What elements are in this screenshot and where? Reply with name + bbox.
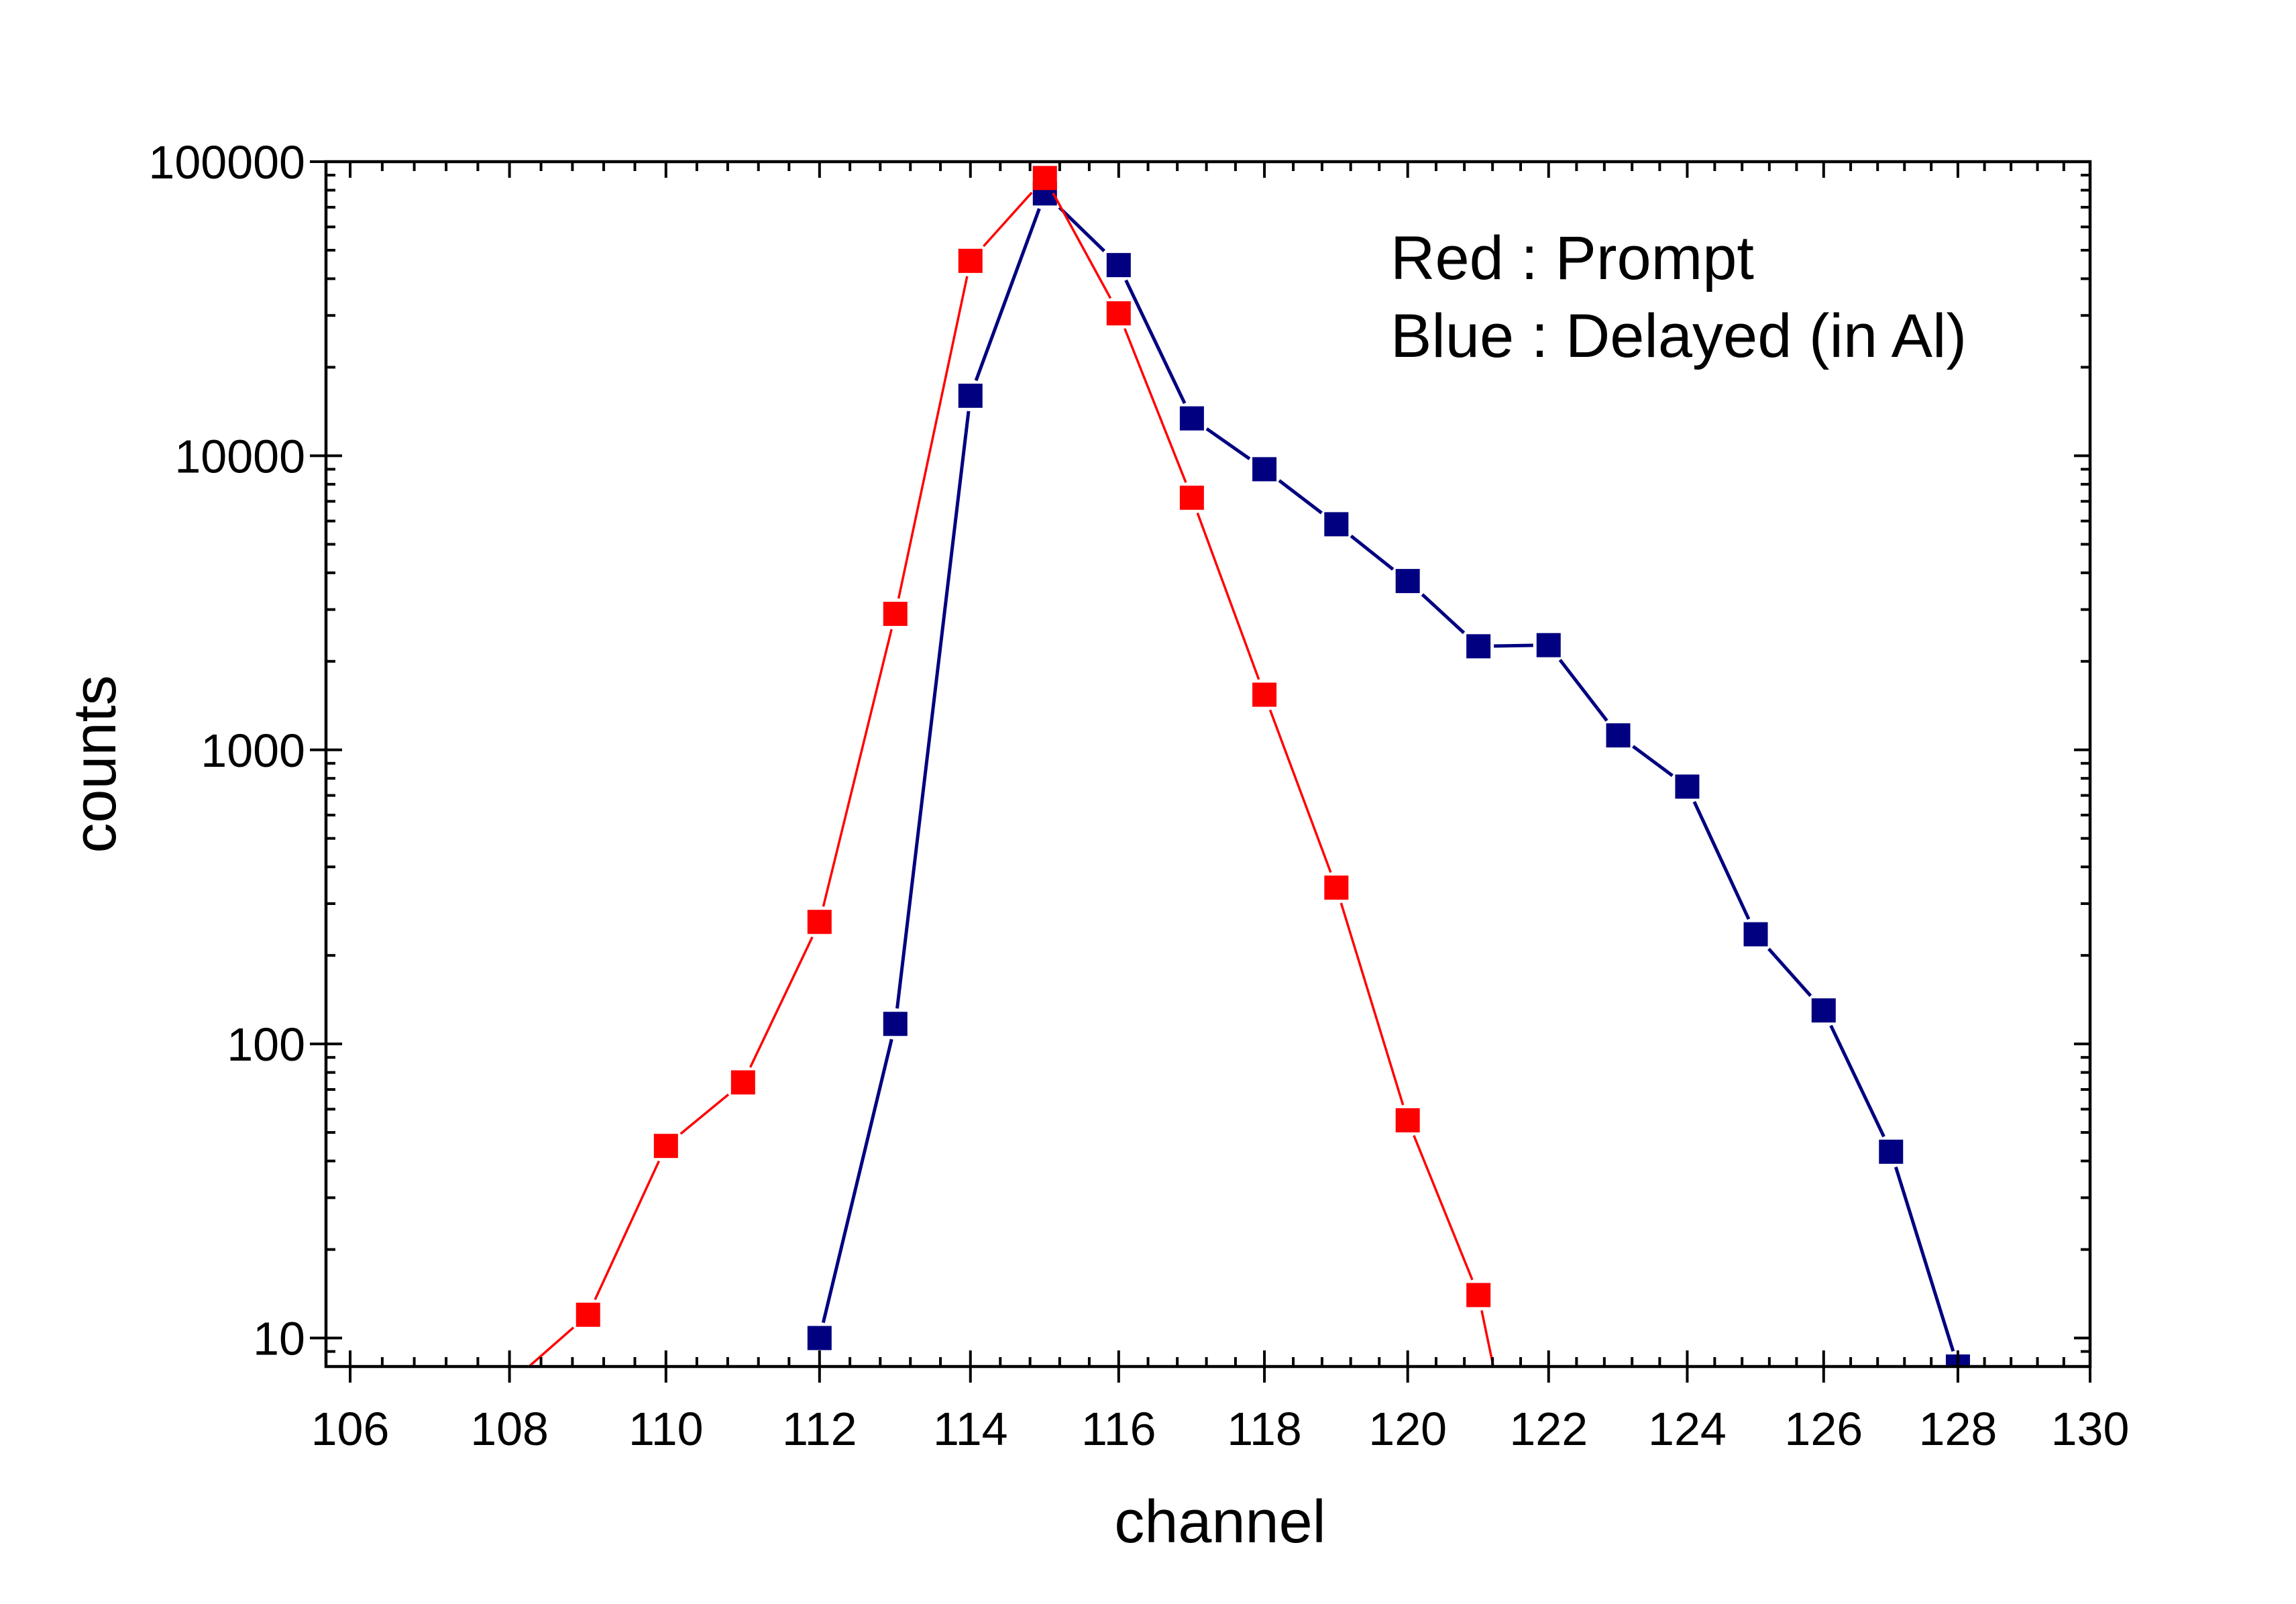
delayed-series-line-segment (974, 208, 1041, 382)
delayed-series (807, 181, 1970, 1367)
prompt-series-line-segment (1196, 513, 1260, 680)
x-tick-label: 106 (311, 1403, 390, 1455)
prompt-series-marker (1179, 485, 1204, 510)
prompt-series-marker (730, 1070, 755, 1095)
x-tick-label: 130 (2051, 1403, 2130, 1455)
data-series (527, 166, 1970, 1367)
delayed-series-marker (1536, 633, 1561, 657)
delayed-series-line-segment (1767, 947, 1812, 998)
x-tick-label: 122 (1509, 1403, 1588, 1455)
x-tick-label: 108 (470, 1403, 549, 1455)
prompt-series-marker (883, 602, 908, 627)
delayed-series-line-segment (1558, 659, 1608, 722)
delayed-series-line-segment (1494, 643, 1533, 648)
x-tick-label: 124 (1648, 1403, 1727, 1455)
delayed-series-marker (807, 1326, 832, 1350)
annotation-prompt: Red : Prompt (1390, 224, 1754, 292)
x-tick-label: 118 (1227, 1403, 1302, 1455)
x-tick-label: 110 (628, 1403, 704, 1455)
x-tick-label: 116 (1081, 1403, 1156, 1455)
delayed-series-line-segment (1350, 534, 1395, 571)
x-tick-label: 114 (933, 1403, 1008, 1455)
x-tick-label: 112 (782, 1403, 857, 1455)
prompt-series (527, 166, 1495, 1367)
delayed-series-line-segment (1894, 1166, 1955, 1352)
delayed-series-line-segment (821, 1038, 893, 1324)
delayed-series-marker (1675, 774, 1700, 799)
y-axis-title: counts (62, 675, 129, 853)
prompt-series-marker (1466, 1283, 1491, 1307)
x-tick-label: 128 (1919, 1403, 1998, 1455)
prompt-series-marker (1252, 682, 1277, 707)
prompt-series-marker (576, 1302, 600, 1327)
prompt-series-marker (1032, 166, 1057, 191)
prompt-series-line-segment (594, 1160, 660, 1300)
prompt-series-marker (653, 1134, 678, 1159)
prompt-series-marker (1395, 1108, 1420, 1132)
delayed-series-marker (1395, 569, 1420, 594)
y-tick-label: 100 (227, 1018, 305, 1071)
delayed-series-marker (1179, 406, 1204, 431)
delayed-series-marker (883, 1012, 908, 1036)
prompt-series-marker (807, 910, 832, 934)
y-tick-label: 1000 (201, 725, 305, 777)
prompt-series-marker (958, 248, 983, 273)
prompt-series-line-segment (1413, 1134, 1474, 1281)
delayed-series-line-segment (1632, 745, 1674, 778)
delayed-series-line-segment (1205, 427, 1251, 461)
prompt-series-marker (1324, 875, 1349, 900)
x-axis-title: channel (1114, 1489, 1325, 1556)
delayed-series-line-segment (1278, 479, 1323, 515)
delayed-series-line-segment (1692, 801, 1751, 920)
delayed-series-line-segment (1058, 206, 1105, 252)
prompt-series-line-segment (749, 936, 814, 1068)
delayed-series-marker (1606, 723, 1631, 748)
y-tick-label: 10 (253, 1313, 305, 1365)
delayed-series-marker (1466, 634, 1491, 659)
prompt-series-line-segment (1340, 902, 1405, 1106)
prompt-series-line-segment (1052, 192, 1112, 299)
delayed-series-line-segment (1829, 1024, 1885, 1138)
x-tick-label: 120 (1368, 1403, 1447, 1455)
prompt-series-line-segment (1268, 709, 1332, 873)
prompt-series-line-segment (897, 276, 969, 599)
annotation-delayed: Blue : Delayed (in Al) (1390, 302, 1967, 370)
prompt-series-line-segment (822, 629, 893, 907)
y-tick-label: 100000 (148, 136, 305, 189)
plot-frame (324, 160, 2092, 1369)
delayed-series-line-segment (1421, 593, 1466, 635)
delayed-series-line-segment (895, 411, 971, 1009)
delayed-series-marker (1743, 922, 1768, 947)
y-tick-label: 10000 (174, 430, 305, 482)
delayed-series-marker (1252, 457, 1277, 482)
delayed-series-marker (1811, 998, 1836, 1023)
prompt-series-line-segment (527, 1326, 575, 1367)
delayed-series-marker (958, 383, 983, 408)
prompt-series-line-segment (1124, 328, 1187, 483)
prompt-series-line-segment (982, 191, 1033, 248)
delayed-series-marker (1106, 253, 1131, 278)
prompt-series-line-segment (679, 1093, 730, 1135)
delayed-series-line-segment (1124, 279, 1187, 405)
prompt-series-marker (1106, 301, 1131, 326)
delayed-series-marker (1324, 512, 1349, 537)
tick-labels: 106 108 110 112 114 116 118 120 122 124 126 128 130 1… (148, 136, 2129, 1455)
delayed-series-marker (1879, 1139, 1904, 1164)
x-tick-label: 126 (1784, 1403, 1863, 1455)
